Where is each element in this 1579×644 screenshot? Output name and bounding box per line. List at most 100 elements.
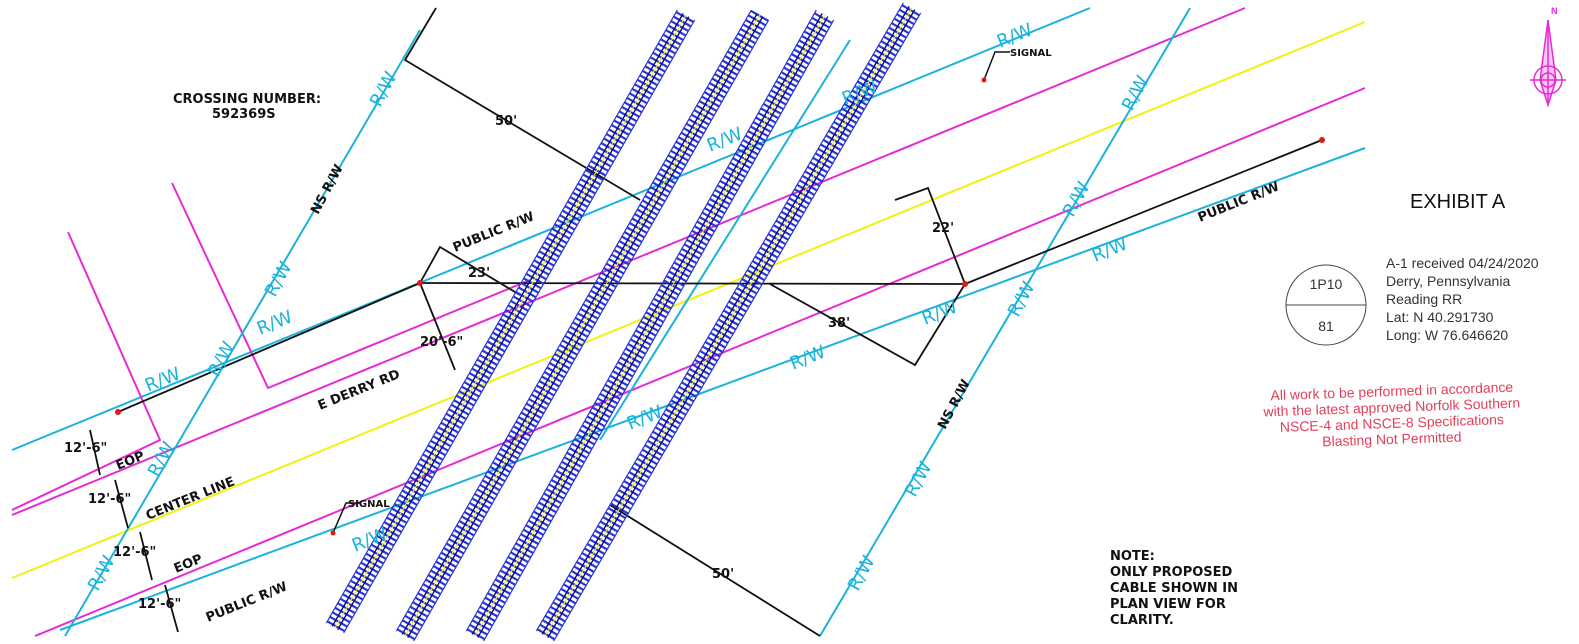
dim-22: 22'	[932, 221, 954, 236]
public-row-label-south: PUBLIC R/W	[204, 579, 290, 625]
track-rail	[477, 16, 829, 638]
track-edge	[483, 19, 835, 642]
eop-label-1: EOP	[114, 449, 147, 474]
spec-line: Blasting Not Permitted	[1322, 429, 1462, 450]
row-label: R/W	[366, 68, 402, 110]
cable-end-west	[115, 409, 121, 415]
signal-label-south: SIGNAL	[348, 499, 390, 510]
track-edge	[553, 12, 922, 642]
track-rail	[547, 9, 916, 638]
dim-22-leader	[894, 186, 966, 285]
dim-12-6-a: 12'-6"	[64, 441, 107, 456]
eop-dim-2	[114, 479, 129, 529]
info-line: Derry, Pennsylvania	[1386, 273, 1510, 289]
track-centerline	[334, 14, 687, 629]
track-centerline	[404, 14, 761, 637]
reference-circle: 1P10 81	[1285, 264, 1367, 346]
eop-dim-1	[89, 429, 101, 476]
signal-leader-south	[332, 502, 360, 534]
cable-lines	[89, 7, 1323, 637]
track-rail	[407, 16, 764, 638]
row-label: R/W	[1089, 233, 1131, 266]
track-4	[535, 2, 922, 642]
track-rail	[401, 13, 758, 635]
ns-row-line-west	[64, 29, 421, 637]
track-1	[325, 9, 696, 634]
dim-12-6-c: 12'-6"	[113, 545, 156, 560]
track-edge	[465, 9, 817, 632]
row-label: R/W	[1059, 178, 1095, 220]
circle-top-text: 1P10	[1310, 276, 1343, 292]
dim-23-leader	[419, 245, 521, 296]
exhibit-title: EXHIBIT A	[1410, 191, 1506, 213]
public-row-line-south	[59, 147, 1366, 631]
ns-row-line-mid	[599, 39, 851, 441]
circle-bottom-text: 81	[1318, 318, 1334, 334]
info-line: Lat: N 40.291730	[1386, 309, 1494, 325]
row-label: R/W	[142, 363, 184, 396]
track-edge	[343, 19, 696, 634]
row-label: R/W	[1004, 278, 1040, 320]
center-line-label: CENTER LINE	[144, 474, 237, 523]
row-label: R/W	[254, 306, 296, 339]
note-line: CLARITY.	[1110, 613, 1174, 628]
cable-end-east	[1319, 137, 1325, 143]
crossing-heading: CROSSING NUMBER:	[173, 92, 321, 107]
track-rail	[541, 6, 910, 635]
dim-50-bottom-leader	[609, 504, 821, 637]
dim-38-leader	[769, 283, 966, 367]
signal-leader-north	[983, 51, 1010, 81]
dim-50-top: 50'	[495, 114, 517, 129]
signal-label-north: SIGNAL	[1010, 48, 1052, 59]
note-block: NOTE: ONLY PROPOSED CABLE SHOWN IN PLAN …	[1110, 549, 1238, 628]
row-label: R/W	[844, 552, 880, 594]
signal-point-north	[981, 77, 987, 83]
row-label: R/W	[787, 341, 829, 374]
cable-node-b	[962, 281, 968, 287]
track-centerline	[474, 14, 826, 637]
track-edge	[535, 2, 904, 632]
road-label: E DERRY RD	[316, 367, 403, 414]
track-edge	[395, 9, 752, 632]
spec-line: NSCE-4 and NSCE-8 Specifications	[1280, 411, 1505, 435]
dim-23: 23'	[468, 266, 490, 281]
property-line-left	[11, 231, 162, 511]
track-edge	[413, 19, 770, 642]
row-label: R/W	[261, 258, 297, 300]
crossing-number: 592369S	[212, 107, 276, 122]
track-centerline	[544, 7, 913, 637]
eop-line-north	[11, 7, 1246, 516]
ns-row-label-east: NS R/W	[935, 377, 974, 432]
note-line: PLAN VIEW FOR	[1110, 597, 1226, 612]
cable-crossing	[419, 282, 966, 285]
track-edge	[325, 9, 678, 624]
dim-12-6-d: 12'-6"	[138, 597, 181, 612]
north-label: N	[1551, 6, 1558, 16]
track-3	[465, 9, 835, 642]
row-label: R/W	[901, 458, 937, 500]
eop-dim-4	[164, 584, 179, 633]
note-line: CABLE SHOWN IN	[1110, 581, 1238, 596]
dim-12-6-b: 12'-6"	[88, 492, 131, 507]
dim-50-top-leader	[403, 7, 641, 201]
dim-20-6: 20'-6"	[420, 335, 463, 350]
info-line: Long: W 76.646620	[1386, 327, 1508, 343]
cable-west	[117, 282, 421, 413]
info-line: Reading RR	[1386, 291, 1462, 307]
north-arrow-icon	[1530, 19, 1566, 108]
cable-node-a	[417, 280, 423, 286]
note-line: NOTE:	[1110, 549, 1155, 564]
signal-point-south	[330, 530, 336, 536]
ns-row-label-west: NS R/W	[308, 162, 347, 217]
dim-50-bottom: 50'	[712, 567, 734, 582]
dim-38: 38'	[828, 316, 850, 331]
note-line: ONLY PROPOSED	[1110, 565, 1233, 580]
cable-east	[964, 139, 1323, 285]
points	[115, 77, 1325, 536]
track-rail	[337, 16, 690, 630]
track-rail	[471, 13, 823, 635]
property-line-mid	[171, 182, 531, 390]
info-line: A-1 received 04/24/2020	[1386, 255, 1539, 271]
public-row-line-north	[11, 7, 1091, 451]
